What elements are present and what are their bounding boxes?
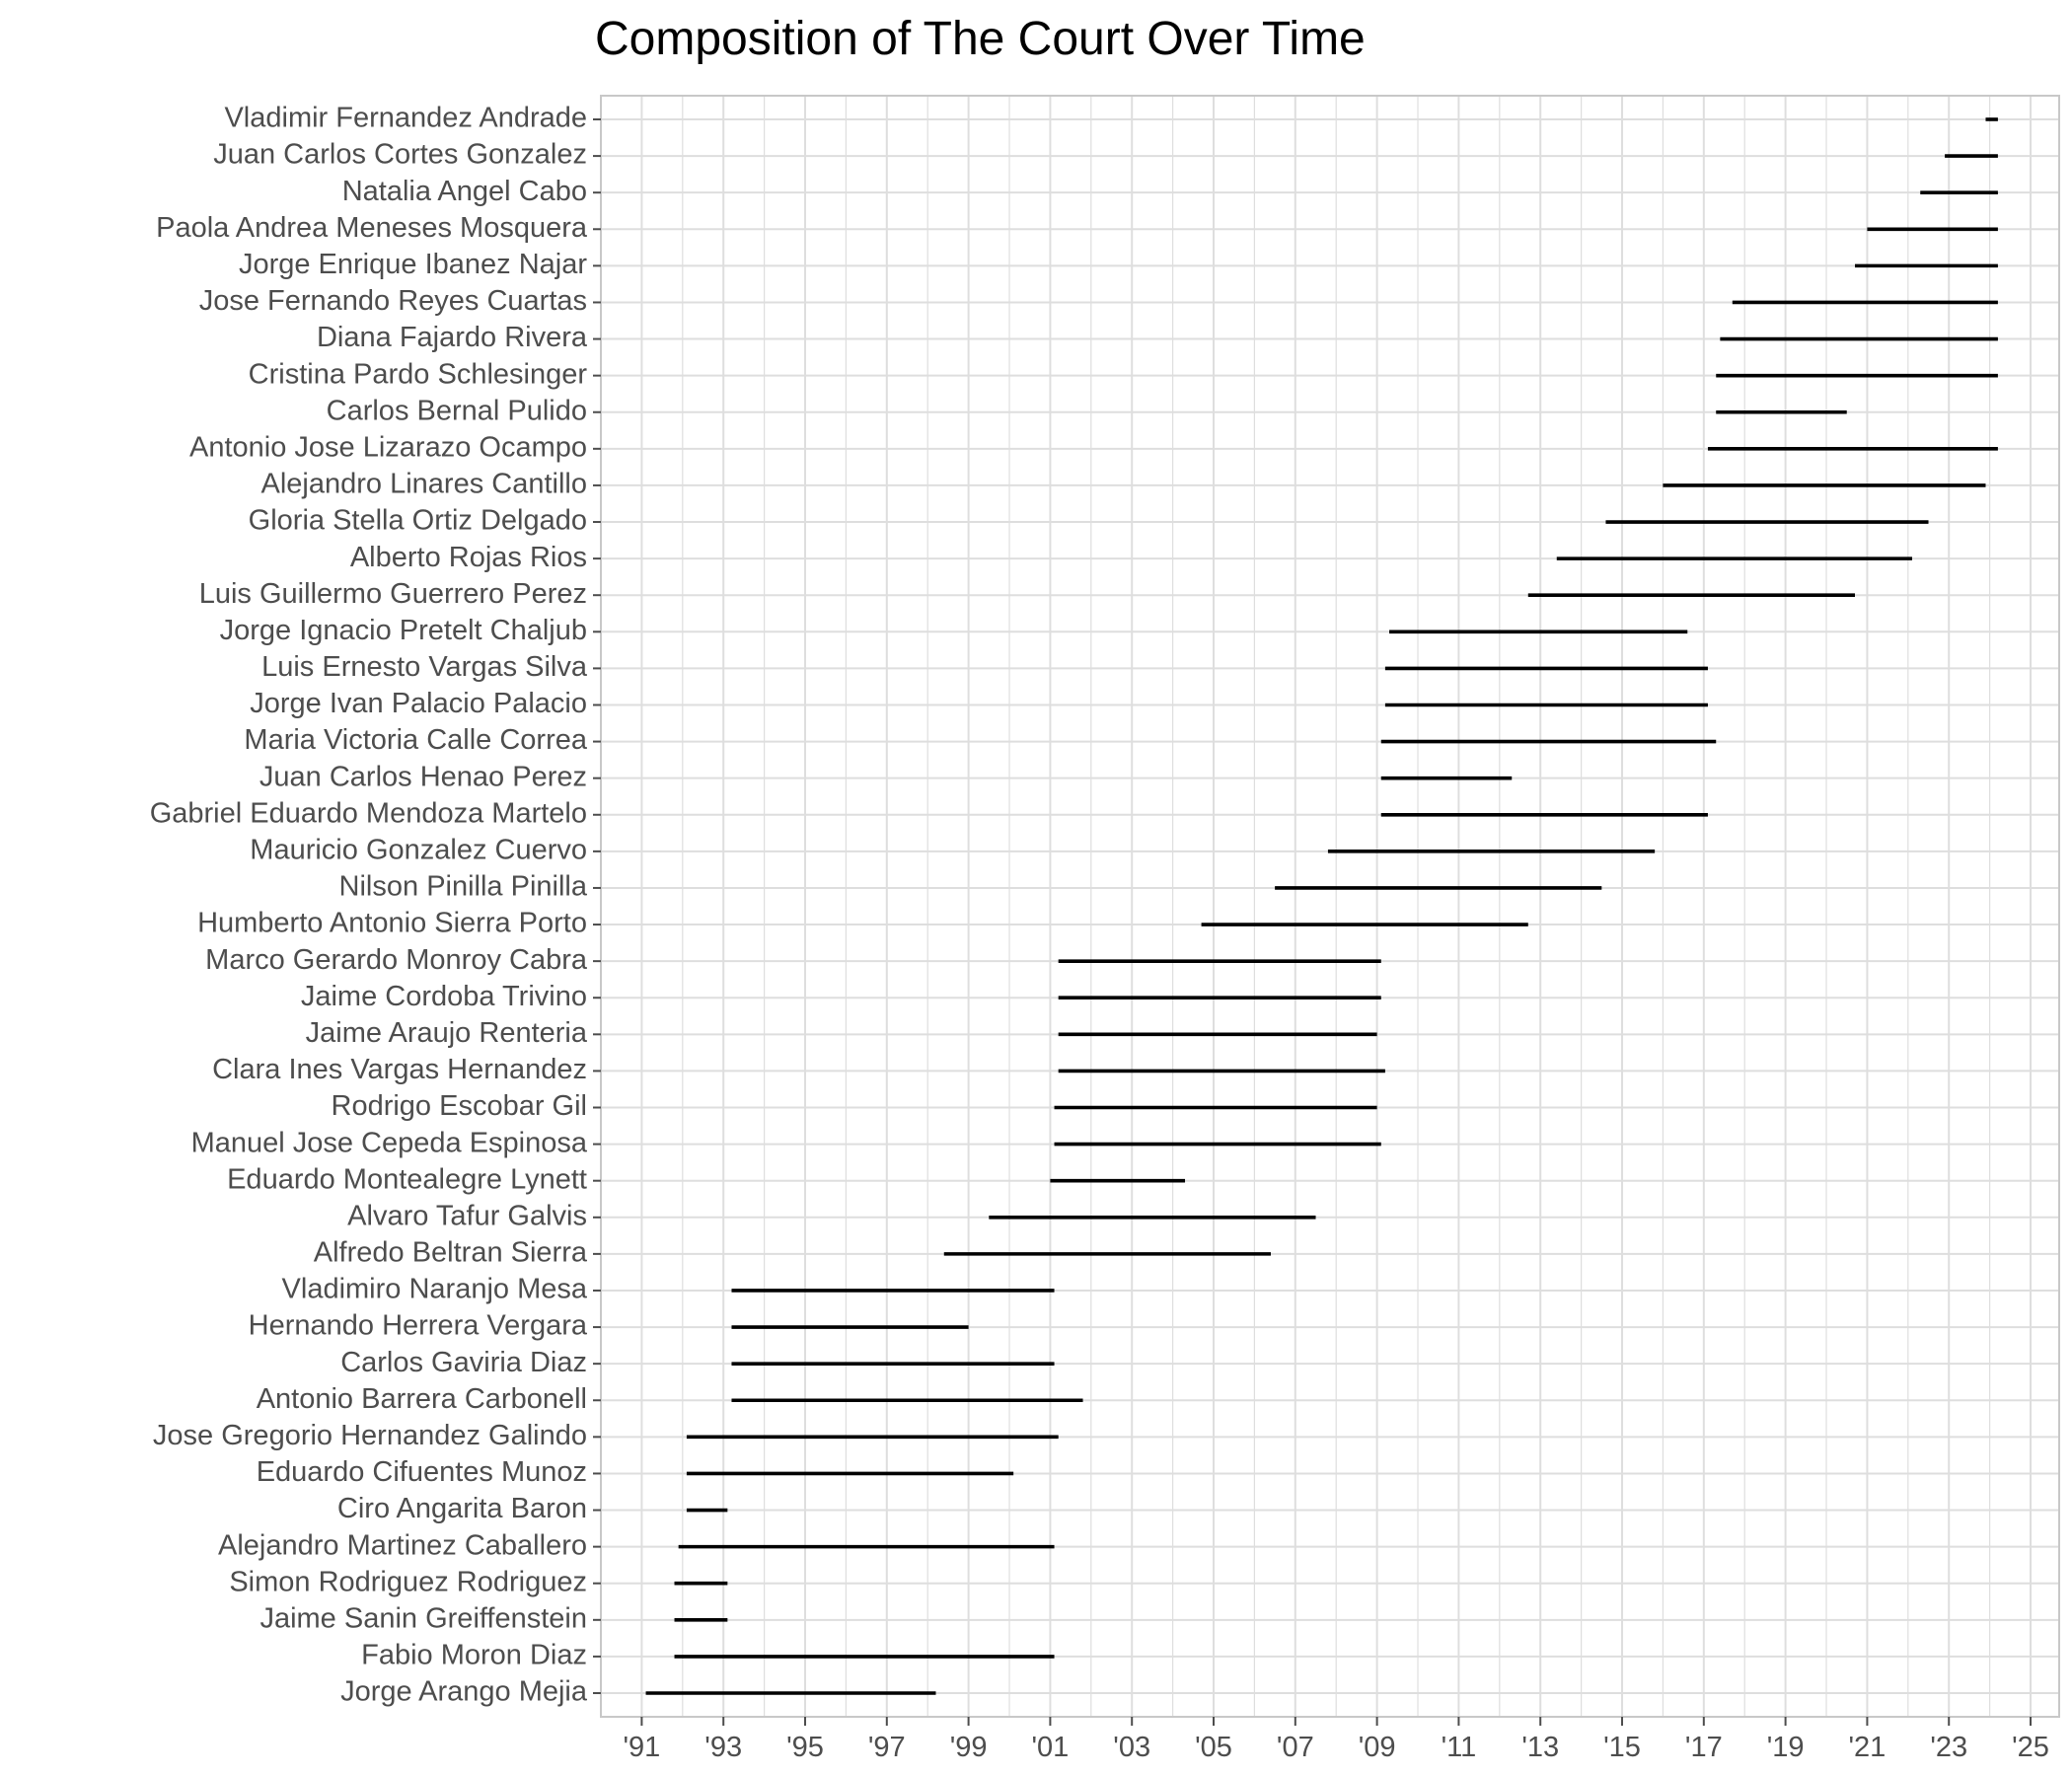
y-tick-label: Marco Gerardo Monroy Cabra [205,944,588,976]
y-tick-label: Cristina Pardo Schlesinger [249,358,588,390]
x-tick-label: '95 [786,1732,824,1763]
y-tick-label: Maria Victoria Calle Correa [244,724,587,756]
y-tick-label: Mauricio Gonzalez Cuervo [250,835,587,866]
y-tick-label: Juan Carlos Henao Perez [259,761,587,792]
y-tick-label: Ciro Angarita Baron [337,1493,587,1524]
y-tick-label: Fabio Moron Diaz [361,1640,587,1671]
y-tick-label: Eduardo Cifuentes Munoz [257,1456,587,1488]
y-tick-label: Diana Fajardo Rivera [317,322,588,353]
y-tick-label: Humberto Antonio Sierra Porto [197,908,587,939]
y-tick-label: Paola Andrea Meneses Mosquera [156,212,588,244]
x-tick-label: '01 [1032,1732,1070,1763]
x-tick-label: '99 [950,1732,988,1763]
x-tick-label: '91 [624,1732,661,1763]
x-tick-label: '07 [1277,1732,1314,1763]
y-tick-label: Jose Gregorio Hernandez Galindo [153,1420,587,1451]
y-tick-label: Luis Ernesto Vargas Silva [261,651,588,683]
y-tick-label: Vladimir Fernandez Andrade [224,103,587,134]
y-tick-label: Jorge Ivan Palacio Palacio [250,688,587,719]
y-tick-label: Carlos Bernal Pulido [327,395,587,426]
x-tick-label: '13 [1521,1732,1559,1763]
y-tick-label: Jaime Araujo Renteria [306,1017,588,1049]
y-tick-label: Alvaro Tafur Galvis [347,1200,587,1231]
y-tick-label: Vladimiro Naranjo Mesa [282,1274,588,1305]
segments [645,117,1998,1695]
y-tick-label: Antonio Barrera Carbonell [257,1383,587,1415]
y-tick-label: Jaime Cordoba Trivino [301,981,587,1012]
y-tick-label: Alberto Rojas Rios [350,542,587,573]
x-tick-label: '23 [1930,1732,1967,1763]
y-axis: Jorge Arango Mejia Fabio Moron Diaz Jaime … [150,103,601,1708]
y-tick-label: Eduardo Montealegre Lynett [227,1163,587,1195]
y-tick-label: Juan Carlos Cortes Gonzalez [213,139,587,171]
y-tick-label: Natalia Angel Cabo [342,176,587,207]
grid [600,96,2059,1717]
y-tick-label: Antonio Jose Lizarazo Ocampo [189,431,587,463]
x-tick-label: '25 [2012,1732,2049,1763]
y-tick-label: Alejandro Linares Cantillo [261,469,587,500]
y-tick-label: Clara Ines Vargas Hernandez [212,1054,587,1085]
x-tick-label: '19 [1767,1732,1805,1763]
x-tick-label: '05 [1195,1732,1232,1763]
y-tick-label: Simon Rodriguez Rodriguez [229,1566,587,1597]
y-tick-label: Rodrigo Escobar Gil [332,1090,588,1122]
x-tick-label: '03 [1113,1732,1150,1763]
y-tick-label: Hernando Herrera Vergara [249,1310,588,1342]
y-tick-label: Jorge Ignacio Pretelt Chaljub [220,615,587,646]
x-tick-label: '09 [1359,1732,1396,1763]
x-tick-label: '97 [868,1732,906,1763]
x-tick-label: '21 [1849,1732,1887,1763]
y-tick-label: Jorge Enrique Ibanez Najar [239,249,587,280]
x-tick-label: '11 [1442,1732,1477,1763]
y-tick-label: Alfredo Beltran Sierra [314,1237,588,1269]
y-tick-label: Gloria Stella Ortiz Delgado [249,505,587,537]
y-tick-label: Gabriel Eduardo Mendoza Martelo [150,797,587,829]
x-axis: '91 '93 '95 '97 '99 '01 '03 '05 '07 '09 '11 '13 '15 '… [624,1717,2049,1763]
y-tick-label: Jose Fernando Reyes Cuartas [199,285,587,317]
y-tick-label: Carlos Gaviria Diaz [340,1347,587,1378]
y-tick-label: Jaime Sanin Greiffenstein [259,1602,587,1634]
x-tick-label: '15 [1603,1732,1641,1763]
y-tick-label: Alejandro Martinez Caballero [218,1529,587,1561]
x-tick-label: '93 [704,1732,742,1763]
x-tick-label: '17 [1685,1732,1723,1763]
y-tick-label: Luis Guillermo Guerrero Perez [199,578,587,610]
panel-border [600,95,2060,1718]
y-tick-label: Manuel Jose Cepeda Espinosa [191,1127,588,1158]
y-tick-label: Nilson Pinilla Pinilla [339,871,588,903]
chart-title: Composition of The Court Over Time [595,13,1366,65]
y-tick-label: Jorge Arango Mejia [340,1676,588,1708]
